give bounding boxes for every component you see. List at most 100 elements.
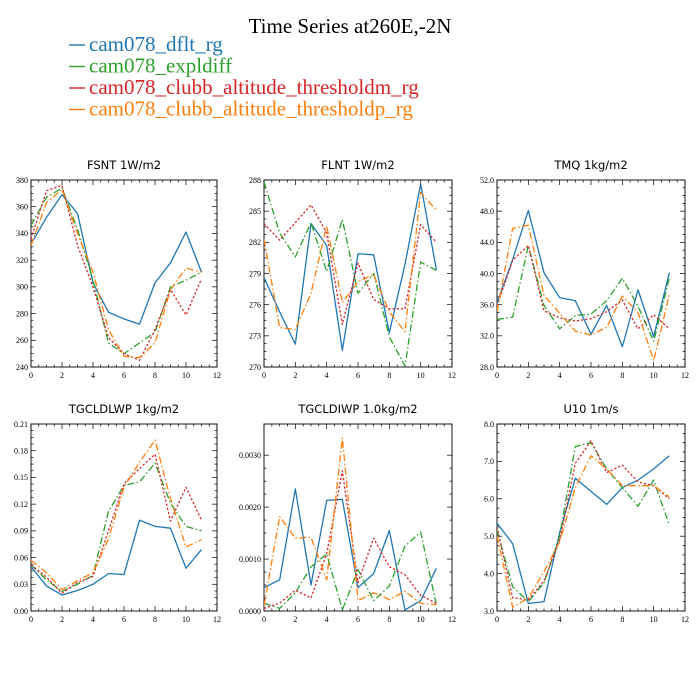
y-tick-label: 6.0 [484,495,494,504]
series-line-cam078-clubb-altitude-thresholdm-rg [31,184,203,361]
x-tick-label: 8 [620,371,624,380]
series-line-cam078-expldiff [31,462,202,593]
series-line-cam078-expldiff [497,244,670,342]
chart-panel: FLNT 1W/m2 0 2 4 6 8 10 12 270 273 276 279 282 285 288 [249,158,456,380]
x-tick-label: 0 [29,615,33,624]
series-line-cam078-clubb-altitude-thresholdp-rg [264,191,437,333]
x-tick-label: 10 [417,615,425,624]
y-tick-label: 276 [249,300,261,309]
series-line-cam078-expldiff [264,531,437,611]
y-tick-label: 240 [16,363,28,372]
y-tick-label: 280 [16,309,28,318]
y-tick-label: 288 [249,176,261,185]
plot-frame [30,423,218,612]
x-tick-label: 12 [213,615,221,624]
figure-title: Time Series at260E,-2N [249,14,452,38]
series-line-cam078-clubb-altitude-thresholdp-rg [497,224,670,362]
x-tick-label: 10 [182,615,190,624]
x-tick-label: 10 [650,615,658,624]
y-tick-label: 0.0020 [239,503,261,512]
plot-frame [30,179,218,368]
x-tick-label: 0 [495,615,499,624]
x-tick-label: 4 [325,615,329,624]
chart-panel: TGCLDIWP 1.0kg/m2 0 2 4 6 8 10 12 0.0000 0.0010 0.… [239,402,456,624]
panel-title: FLNT 1W/m2 [321,158,394,172]
legend-item: cam078_expldiff [69,54,232,78]
plot-frame [496,179,686,368]
series-line-cam078-expldiff [31,187,202,355]
x-tick-label: 6 [356,615,360,624]
y-tick-label: 40.0 [480,269,494,278]
legend: cam078_dflt_rgcam078_expldiffcam078_club… [69,32,419,121]
x-tick-label: 8 [153,371,157,380]
series-line-cam078-clubb-altitude-thresholdp-rg [31,439,202,591]
x-tick-label: 10 [182,371,190,380]
series-line-cam078-expldiff [497,442,670,603]
x-tick-label: 4 [558,615,562,624]
x-tick-label: 12 [681,371,689,380]
y-tick-label: 270 [249,363,261,372]
x-tick-label: 12 [448,615,456,624]
x-tick-label: 0 [262,371,266,380]
x-tick-label: 10 [650,371,658,380]
legend-item: cam078_dflt_rg [69,32,223,56]
chart-panel: TGCLDLWP 1kg/m2 0 2 4 6 8 10 12 0.00 0.03 0.06 0.09… [14,402,221,624]
y-tick-label: 340 [16,229,28,238]
x-tick-label: 6 [589,371,593,380]
x-tick-label: 12 [448,371,456,380]
panel-title: U10 1m/s [563,402,618,416]
legend-item: cam078_clubb_altitude_thresholdp_rg [69,97,413,121]
y-tick-label: 300 [16,283,28,292]
y-tick-label: 320 [16,256,28,265]
x-tick-label: 6 [122,371,126,380]
panel-title: FSNT 1W/m2 [87,158,161,172]
y-tick-label: 44.0 [480,238,494,247]
x-tick-label: 12 [213,371,221,380]
series-line-cam078-dflt-rg [31,194,203,325]
series-line-cam078-clubb-altitude-thresholdp-rg [264,437,437,606]
y-tick-label: 260 [16,336,28,345]
x-tick-label: 6 [122,615,126,624]
y-tick-label: 0.0010 [239,555,261,564]
x-tick-label: 2 [293,371,297,380]
y-tick-label: 8.0 [484,420,494,429]
y-tick-label: 380 [16,176,28,185]
panel-title: TGCLDIWP 1.0kg/m2 [297,402,417,416]
y-tick-label: 28.0 [480,363,494,372]
y-tick-label: 0.21 [14,420,28,429]
x-tick-label: 12 [681,615,689,624]
y-tick-label: 0.09 [14,527,28,536]
y-tick-label: 0.03 [14,580,28,589]
series-line-cam078-clubb-altitude-thresholdp-rg [31,188,202,359]
x-tick-label: 2 [526,615,530,624]
x-tick-label: 0 [262,615,266,624]
series-line-cam078-expldiff [264,181,437,367]
y-tick-label: 7.0 [484,457,494,466]
x-tick-label: 8 [620,615,624,624]
chart-panels: FSNT 1W/m20 2 4 6 8 10 12240260280300320340360… [14,158,689,624]
series-line-cam078-dflt-rg [264,488,437,611]
x-tick-label: 4 [91,371,95,380]
series-line-cam078-dflt-rg [497,209,670,348]
x-tick-label: 2 [293,615,297,624]
y-tick-label: 0.15 [14,473,28,482]
x-tick-label: 2 [60,371,64,380]
legend-label: cam078_dflt_rg [89,32,223,56]
series-line-cam078-clubb-altitude-thresholdm-rg [264,470,437,610]
x-tick-label: 8 [387,371,391,380]
legend-label: cam078_clubb_altitude_thresholdm_rg [89,75,419,99]
series-line-cam078-dflt-rg [264,183,437,352]
legend-item: cam078_clubb_altitude_thresholdm_rg [69,75,419,99]
series-line-cam078-clubb-altitude-thresholdm-rg [264,204,437,326]
x-tick-label: 0 [495,371,499,380]
x-tick-label: 8 [387,615,391,624]
chart-panel: TMQ 1kg/m2 0 2 4 6 8 10 12 28.0 32.0 36.0 40.0 44.0 4… [480,158,689,380]
y-tick-label: 5.0 [484,532,494,541]
x-tick-label: 8 [153,615,157,624]
y-tick-label: 36.0 [480,300,494,309]
x-tick-label: 4 [325,371,329,380]
x-tick-label: 2 [526,371,530,380]
y-tick-label: 48.0 [480,207,494,216]
series-line-cam078-clubb-altitude-thresholdm-rg [497,244,670,330]
x-tick-label: 4 [91,615,95,624]
